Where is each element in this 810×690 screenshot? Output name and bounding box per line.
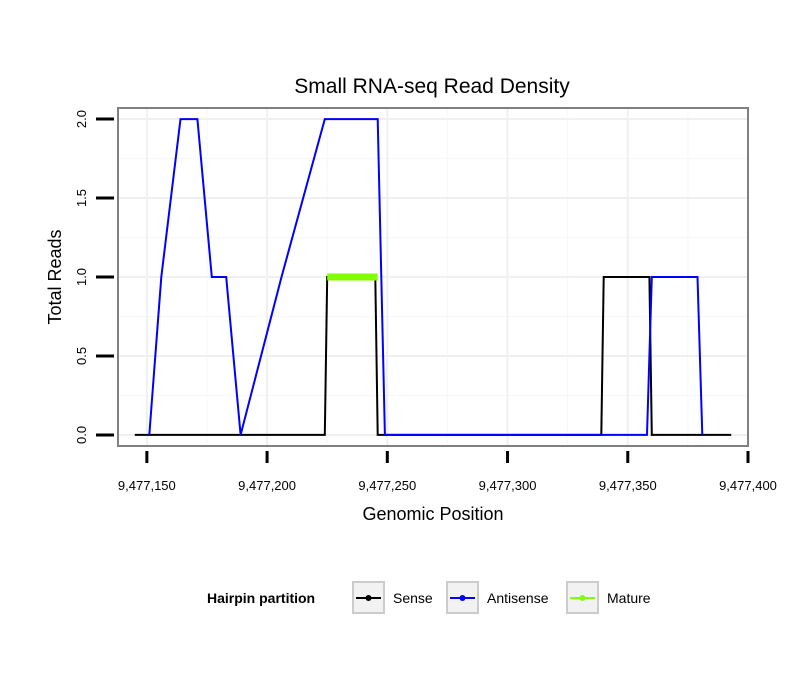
legend-label-antisense: Antisense — [487, 590, 549, 606]
y-tick-label: 0.0 — [74, 426, 89, 444]
legend-point-antisense — [459, 595, 466, 601]
series-line-antisense — [148, 118, 704, 436]
y-axis-label: Total Reads — [45, 229, 65, 324]
legend-point-sense — [365, 595, 372, 601]
y-tick-label: 1.0 — [74, 268, 89, 286]
y-axis: 0.0 0.5 1.0 1.5 2.0 — [74, 110, 114, 444]
legend-point-mature — [579, 595, 586, 601]
plot-panel-border — [117, 107, 749, 447]
legend-title: Hairpin partition — [207, 590, 315, 606]
x-axis: 9,477,150 9,477,200 9,477,250 9,477,300 9,47… — [118, 451, 777, 493]
x-tick-label: 9,477,250 — [358, 478, 416, 493]
x-tick-label: 9,477,150 — [118, 478, 176, 493]
legend-label-mature: Mature — [607, 590, 651, 606]
x-axis-label: Genomic Position — [362, 504, 503, 524]
legend-label-sense: Sense — [393, 590, 433, 606]
y-tick-label: 1.5 — [74, 189, 89, 207]
legend: Hairpin partition Sense Antisense Mature — [207, 581, 651, 614]
y-tick-label: 2.0 — [74, 110, 89, 128]
x-tick-label: 9,477,350 — [599, 478, 657, 493]
x-tick-label: 9,477,300 — [479, 478, 537, 493]
chart-title: Small RNA-seq Read Density — [294, 75, 570, 98]
x-tick-label: 9,477,400 — [719, 478, 777, 493]
y-tick-label: 0.5 — [74, 347, 89, 365]
series-lines — [134, 118, 732, 436]
x-tick-label: 9,477,200 — [238, 478, 296, 493]
